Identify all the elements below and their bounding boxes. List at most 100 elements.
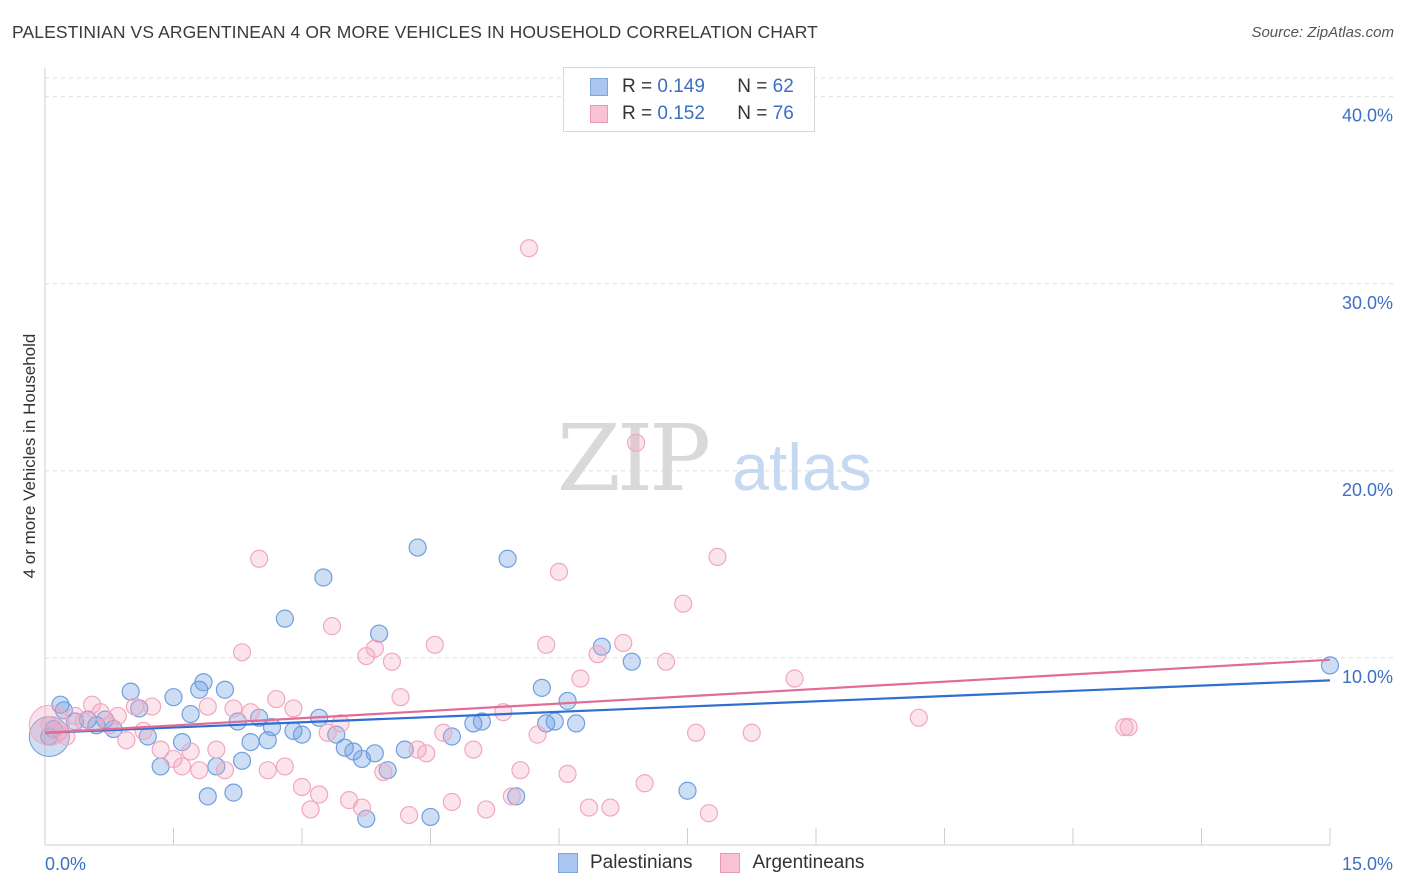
source-label: Source: ZipAtlas.com xyxy=(1251,24,1394,41)
argentineans-point xyxy=(674,594,693,613)
argentineans-point xyxy=(626,433,646,452)
argentineans-point xyxy=(91,703,110,722)
x-tick-label: 0.0% xyxy=(45,854,86,874)
argentineans-point xyxy=(232,643,252,662)
legend-row-argentineans: R = 0.152 N = 76 xyxy=(590,102,794,126)
argentineans-point xyxy=(656,652,676,671)
argentineans-point xyxy=(425,635,444,654)
watermark-atlas: atlas xyxy=(732,430,871,504)
palestinians-point xyxy=(622,652,641,671)
legend-r-value: 0.149 xyxy=(657,76,705,97)
palestinians-point xyxy=(164,688,183,707)
argentineans-point xyxy=(601,798,620,817)
argentineans-point xyxy=(558,764,577,784)
argentineans-point xyxy=(241,703,260,722)
palestinians-point xyxy=(54,701,73,720)
legend-r-label: R = xyxy=(622,103,653,124)
argentineans-point xyxy=(464,740,483,759)
legend-r-value: 0.152 xyxy=(657,103,705,124)
y-tick-label: 10.0% xyxy=(1342,667,1393,687)
palestinians-point xyxy=(507,787,526,806)
argentineans-point xyxy=(215,761,234,780)
argentineans-point xyxy=(331,714,350,733)
argentineans-point xyxy=(579,798,599,817)
argentineans-point xyxy=(190,761,209,780)
argentineans-point xyxy=(417,744,436,763)
correlation-legend: R = 0.149 N = 62 R = 0.152 N = 76 xyxy=(563,67,815,132)
palestinians-point xyxy=(181,704,200,724)
argentineans-point xyxy=(74,712,93,731)
chart-title: PALESTINIAN VS ARGENTINEAN 4 OR MORE VEH… xyxy=(12,22,818,42)
argentineans-point xyxy=(224,699,243,718)
argentineans-point xyxy=(742,723,761,742)
argentineans-point xyxy=(699,804,719,823)
palestinians-point xyxy=(241,733,260,752)
argentineans-point xyxy=(434,723,453,742)
y-tick-label: 40.0% xyxy=(1342,106,1393,126)
argentineans-point xyxy=(374,762,393,782)
palestinians-point xyxy=(678,781,697,800)
argentineans-point xyxy=(511,761,530,780)
palestinians-point xyxy=(232,751,252,770)
argentineans-point xyxy=(635,774,654,793)
palestinians-point xyxy=(1320,656,1340,675)
palestinians-trend-line xyxy=(44,679,1331,734)
legend-r-label: R = xyxy=(622,76,653,97)
series-swatch-palestinians xyxy=(558,853,578,873)
argentineans-point xyxy=(318,723,337,742)
argentineans-point xyxy=(108,706,127,726)
argentineans-point xyxy=(614,633,633,653)
series-legend-argentineans: Argentineans xyxy=(720,852,864,874)
argentineans-point xyxy=(322,617,342,636)
palestinians-point xyxy=(567,714,586,733)
argentineans-point xyxy=(142,697,162,716)
palestinians-point xyxy=(365,744,384,763)
argentineans-point xyxy=(28,704,70,746)
palestinians-point xyxy=(472,712,491,731)
argentineans-point xyxy=(391,688,410,707)
palestinians-point xyxy=(395,740,414,759)
palestinians-point xyxy=(558,691,577,711)
palestinians-point xyxy=(314,568,333,587)
series-label-palestinians: Palestinians xyxy=(590,852,693,873)
palestinians-point xyxy=(275,609,294,628)
palestinians-point xyxy=(357,809,376,828)
legend-swatch-argentineans xyxy=(590,105,608,123)
argentineans-trend-line xyxy=(44,658,1331,734)
palestinians-point xyxy=(198,787,217,806)
argentineans-point xyxy=(588,645,607,664)
argentineans-point xyxy=(365,639,384,658)
palestinians-point xyxy=(51,695,70,714)
palestinians-point xyxy=(292,725,312,744)
argentineans-point xyxy=(117,731,136,750)
series-swatch-argentineans xyxy=(720,853,741,873)
argentineans-point xyxy=(502,787,521,806)
argentineans-point xyxy=(151,740,170,759)
argentineans-point xyxy=(785,669,804,688)
palestinians-point xyxy=(215,680,234,699)
argentineans-point xyxy=(198,697,217,716)
y-tick-label: 30.0% xyxy=(1342,293,1393,313)
series-legend: Palestinians Argentineans xyxy=(558,852,892,874)
series-label-argentineans: Argentineans xyxy=(752,852,865,873)
argentineans-point xyxy=(284,699,303,718)
argentineans-point xyxy=(125,697,145,716)
legend-n-label: N = xyxy=(737,103,768,124)
argentineans-point xyxy=(537,635,556,654)
argentineans-point xyxy=(172,757,192,776)
palestinians-point xyxy=(224,783,243,802)
argentineans-point xyxy=(909,708,928,727)
argentineans-point xyxy=(528,725,547,744)
argentineans-point xyxy=(382,652,402,671)
legend-row-palestinians: R = 0.149 N = 62 xyxy=(590,75,794,99)
palestinians-point xyxy=(545,712,564,731)
argentineans-point xyxy=(292,777,312,797)
watermark-zip: ZIP xyxy=(557,405,708,512)
palestinians-point xyxy=(194,673,213,692)
legend-n-value: 76 xyxy=(772,103,794,124)
y-tick-label: 20.0% xyxy=(1342,480,1393,500)
argentineans-point xyxy=(399,805,419,825)
argentineans-point xyxy=(1115,718,1134,737)
x-tick-label: 15.0% xyxy=(1342,854,1393,874)
